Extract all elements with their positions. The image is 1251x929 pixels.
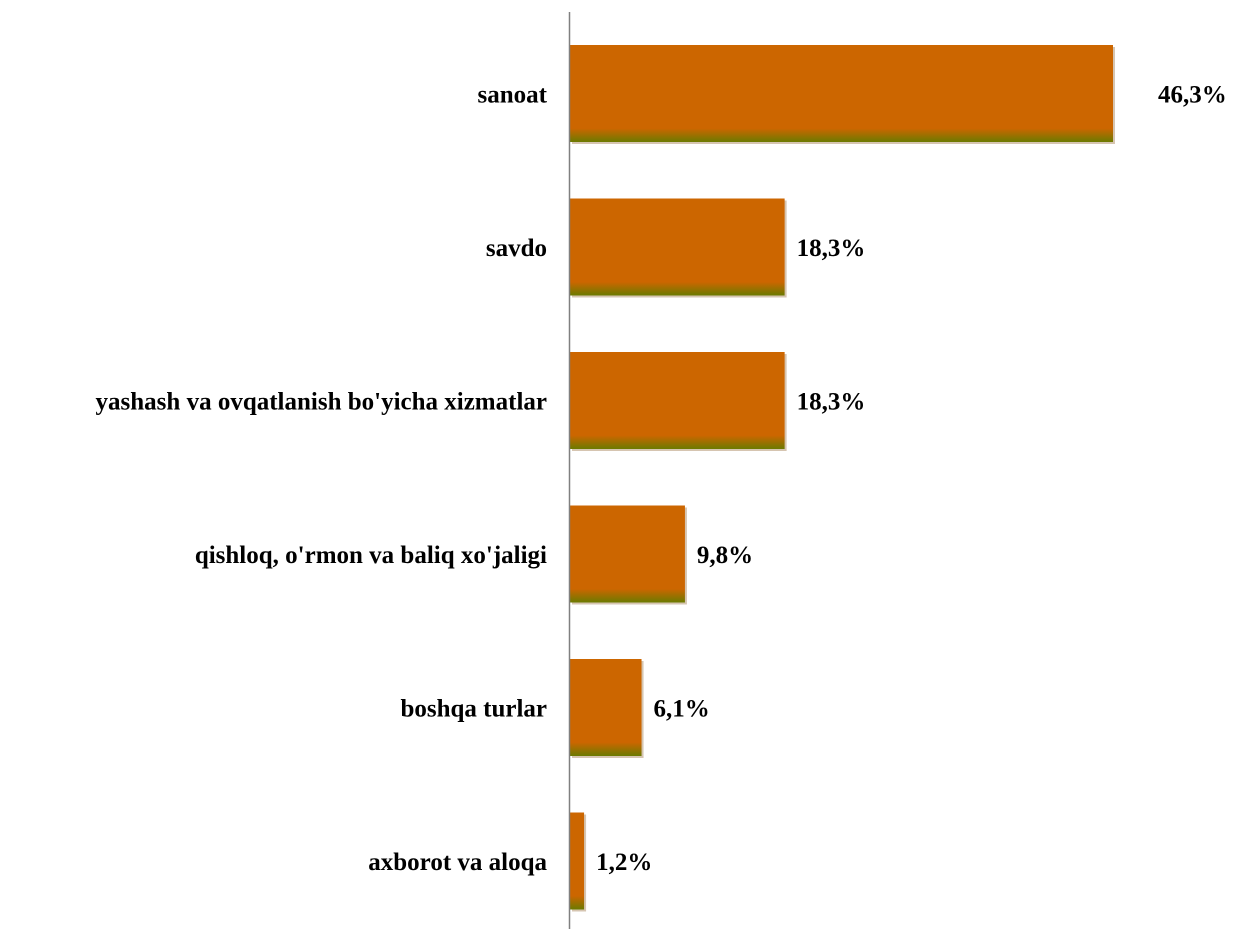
category-label: boshqa turlar bbox=[400, 696, 547, 723]
data-label: 6,1% bbox=[654, 696, 710, 723]
bar-group: boshqa turlar 6,1% bbox=[400, 659, 709, 758]
bar bbox=[570, 813, 584, 910]
data-label: 18,3% bbox=[797, 389, 866, 416]
bar-group: yashash va ovqatlanish bo'yicha xizmatla… bbox=[96, 352, 866, 451]
bar-group: sanoat 46,3% bbox=[478, 45, 1227, 144]
data-label: 1,2% bbox=[596, 849, 652, 876]
data-label: 9,8% bbox=[697, 542, 753, 569]
bar bbox=[570, 352, 785, 449]
category-label: axborot va aloqa bbox=[368, 849, 547, 876]
bar-group: axborot va aloqa 1,2% bbox=[368, 813, 652, 912]
bar-group: savdo 18,3% bbox=[486, 199, 866, 298]
bar bbox=[570, 506, 685, 603]
bar-group: qishloq, o'rmon va baliq xo'jaligi 9,8% bbox=[195, 506, 753, 605]
category-label: qishloq, o'rmon va baliq xo'jaligi bbox=[195, 542, 547, 569]
category-label: savdo bbox=[486, 235, 547, 262]
data-label: 18,3% bbox=[797, 235, 866, 262]
bar bbox=[570, 45, 1113, 142]
bars-layer: sanoat 46,3% savdo 18,3% yashash va ovqatlan… bbox=[96, 45, 1227, 912]
category-label: sanoat bbox=[478, 82, 548, 109]
bar bbox=[570, 199, 785, 296]
data-label: 46,3% bbox=[1158, 82, 1227, 109]
bar bbox=[570, 659, 642, 756]
category-label: yashash va ovqatlanish bo'yicha xizmatla… bbox=[96, 389, 547, 416]
